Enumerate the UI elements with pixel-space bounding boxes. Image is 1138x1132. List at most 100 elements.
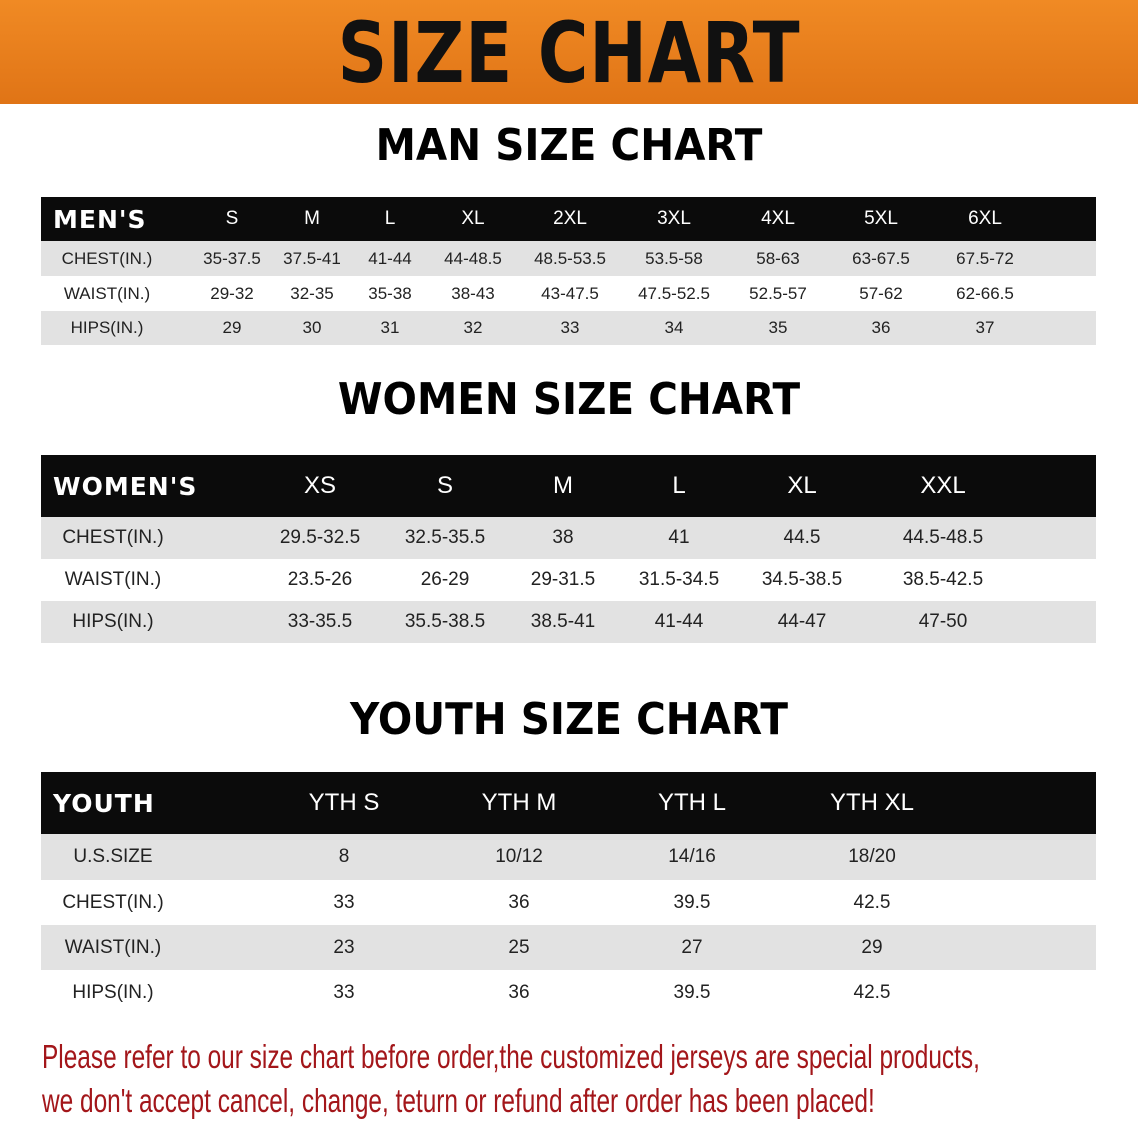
table-cell: 35-38 — [368, 283, 412, 303]
table-cell: 37.5-41 — [283, 248, 341, 268]
row-label: CHEST(IN.) — [62, 891, 164, 913]
women-section-title: WOMEN SIZE CHART — [337, 374, 801, 425]
size-header-3xl: 3XL — [657, 208, 691, 229]
table-cell: 38-43 — [451, 283, 495, 303]
row-label: CHEST(IN.) — [62, 527, 164, 548]
table-cell: 41 — [668, 527, 690, 548]
row-label: CHEST(IN.) — [61, 248, 153, 268]
men-header-label: MEN'S — [53, 204, 147, 234]
table-row: CHEST(IN.) 29.5-32.5 32.5-35.5 38 41 44.5 44.5… — [41, 517, 1096, 559]
women-header-row: WOMEN'S XS S M L XL XXL — [41, 455, 1096, 517]
youth-section-title: YOUTH SIZE CHART — [350, 694, 788, 745]
notice-line-2: we don't accept cancel, change, teturn o… — [42, 1082, 875, 1119]
size-header-yth-l: YTH L — [657, 789, 727, 816]
men-section-title: MAN SIZE CHART — [375, 120, 763, 171]
youth-header-label: YOUTH — [53, 788, 155, 818]
size-header-xs: XS — [303, 472, 337, 499]
table-cell: 34.5-38.5 — [761, 569, 843, 590]
table-cell: 47.5-52.5 — [638, 283, 710, 303]
table-cell: 43-47.5 — [541, 283, 599, 303]
table-row: HIPS(IN.) 33 36 39.5 42.5 — [41, 970, 1096, 1015]
table-cell: 67.5-72 — [956, 248, 1014, 268]
notice-line-1: Please refer to our size chart before or… — [42, 1038, 980, 1075]
size-header-6xl: 6XL — [968, 208, 1002, 229]
size-header-m: M — [553, 472, 573, 499]
table-row: HIPS(IN.) 29 30 31 32 33 34 35 36 37 — [41, 311, 1096, 345]
size-header-xl: XL — [461, 208, 485, 229]
size-header-m: M — [304, 208, 320, 229]
table-cell: 57-62 — [859, 283, 903, 303]
table-cell: 8 — [338, 846, 350, 867]
table-row: HIPS(IN.) 33-35.5 35.5-38.5 38.5-41 41-44 44-… — [41, 601, 1096, 643]
table-cell: 29 — [861, 936, 883, 958]
size-header-xl: XL — [787, 472, 817, 499]
row-label: WAIST(IN.) — [64, 936, 162, 958]
table-cell: 35 — [768, 318, 788, 337]
table-cell: 44.5-48.5 — [902, 527, 984, 548]
table-cell: 18/20 — [848, 846, 896, 867]
row-label: WAIST(IN.) — [64, 569, 162, 590]
table-row: WAIST(IN.) 23 25 27 29 — [41, 925, 1096, 970]
table-cell: 25 — [508, 936, 530, 958]
table-cell: 41-44 — [368, 248, 412, 268]
table-cell: 44-47 — [777, 611, 827, 632]
table-cell: 32 — [463, 318, 483, 337]
table-row: CHEST(IN.) 33 36 39.5 42.5 — [41, 880, 1096, 925]
table-cell: 63-67.5 — [852, 248, 910, 268]
size-header-s: S — [436, 472, 454, 499]
row-label: WAIST(IN.) — [63, 283, 151, 303]
row-label: HIPS(IN.) — [72, 981, 154, 1003]
size-header-xxl: XXL — [920, 472, 966, 499]
table-cell: 23 — [333, 936, 355, 958]
table-cell: 31.5-34.5 — [638, 569, 720, 590]
table-cell: 29-31.5 — [530, 569, 596, 590]
table-cell: 53.5-58 — [645, 248, 703, 268]
table-row: CHEST(IN.) 35-37.5 37.5-41 41-44 44-48.5 48.5… — [41, 241, 1096, 276]
table-cell: 29-32 — [210, 283, 254, 303]
table-cell: 38.5-42.5 — [902, 569, 984, 590]
table-cell: 39.5 — [673, 891, 711, 913]
table-cell: 42.5 — [853, 891, 891, 913]
table-cell: 48.5-53.5 — [534, 248, 606, 268]
table-cell: 29 — [222, 318, 242, 337]
table-cell: 32.5-35.5 — [404, 527, 486, 548]
table-cell: 23.5-26 — [287, 569, 353, 590]
table-cell: 36 — [508, 891, 530, 913]
table-cell: 26-29 — [420, 569, 470, 590]
table-cell: 33 — [333, 981, 355, 1003]
row-label: U.S.SIZE — [73, 846, 153, 867]
table-cell: 36 — [871, 318, 891, 337]
table-row: U.S.SIZE 8 10/12 14/16 18/20 — [41, 834, 1096, 880]
table-row: WAIST(IN.) 29-32 32-35 35-38 38-43 43-47.5 47.… — [41, 276, 1096, 311]
table-cell: 34 — [664, 318, 684, 337]
women-header-label: WOMEN'S — [53, 471, 198, 501]
table-cell: 44-48.5 — [444, 248, 502, 268]
table-cell: 37 — [975, 318, 995, 337]
table-cell: 32-35 — [290, 283, 334, 303]
table-cell: 52.5-57 — [749, 283, 807, 303]
banner: SIZE CHART — [0, 0, 1138, 104]
table-cell: 30 — [302, 318, 322, 337]
size-header-yth-m: YTH M — [481, 789, 557, 816]
table-cell: 44.5 — [783, 527, 821, 548]
men-size-table: MEN'S S M L XL 2XL 3XL 4XL 5XL 6XL CHEST(IN.) 35-37… — [41, 197, 1096, 345]
table-cell: 33 — [333, 891, 355, 913]
table-cell: 38 — [552, 527, 574, 548]
table-cell: 36 — [508, 981, 530, 1003]
table-cell: 58-63 — [756, 248, 800, 268]
table-row: WAIST(IN.) 23.5-26 26-29 29-31.5 31.5-34.5 34… — [41, 559, 1096, 601]
size-header-yth-s: YTH S — [308, 789, 380, 816]
table-cell: 14/16 — [668, 846, 716, 867]
size-header-l: L — [384, 208, 396, 229]
men-header-row: MEN'S S M L XL 2XL 3XL 4XL 5XL 6XL — [41, 197, 1096, 241]
table-cell: 10/12 — [495, 846, 543, 867]
size-header-s: S — [225, 208, 239, 229]
table-cell: 35-37.5 — [203, 248, 261, 268]
size-header-2xl: 2XL — [553, 208, 587, 229]
size-header-l: L — [672, 472, 686, 499]
row-label: HIPS(IN.) — [72, 611, 154, 632]
table-cell: 62-66.5 — [956, 283, 1014, 303]
women-size-table: WOMEN'S XS S M L XL XXL CHEST(IN.) 29.5-32.5 32.5… — [41, 455, 1096, 643]
table-cell: 35.5-38.5 — [404, 611, 486, 632]
table-cell: 38.5-41 — [530, 611, 596, 632]
